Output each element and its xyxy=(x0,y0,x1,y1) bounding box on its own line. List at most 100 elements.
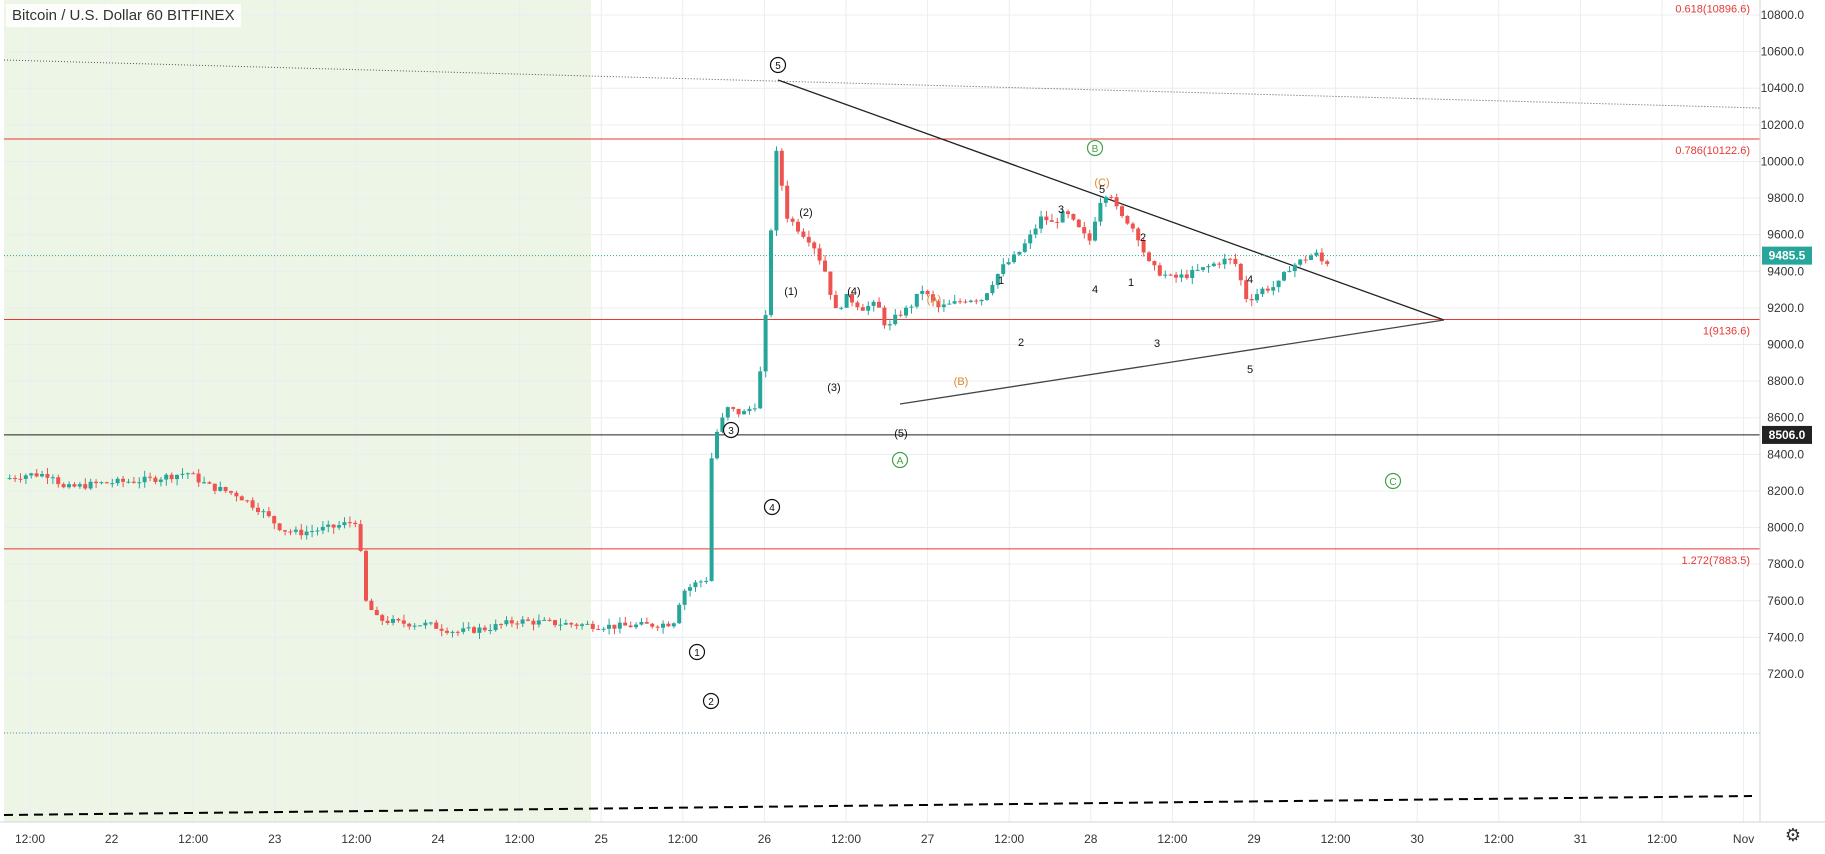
wave-orange-label: (A) xyxy=(927,294,942,306)
candle-body xyxy=(202,482,206,484)
candle-body xyxy=(574,624,579,626)
candle-body xyxy=(990,284,995,294)
candle-body xyxy=(266,511,271,517)
time-tick-label: 12:00 xyxy=(1157,832,1187,846)
time-axis[interactable]: 12:00 22 12:00 23 12:00 24 12:00 25 12:00 26 12:00… xyxy=(15,832,1754,846)
candle-body xyxy=(661,623,665,628)
wave-intermediate-label: (3) xyxy=(827,382,840,394)
candle-body xyxy=(1282,272,1286,281)
candle-body xyxy=(1179,274,1184,278)
fib-level-label: 0.786(10122.6) xyxy=(1675,145,1750,157)
candle-body xyxy=(720,417,725,432)
candle-body xyxy=(1157,265,1162,276)
candle-body xyxy=(277,523,282,531)
time-tick-label: 30 xyxy=(1411,832,1425,846)
candle-body xyxy=(450,631,455,633)
candle-body xyxy=(1184,274,1189,278)
price-tick-label: 10800.0 xyxy=(1761,8,1805,22)
wave-green-label-circle xyxy=(1086,139,1104,157)
candle-body xyxy=(1287,271,1292,273)
candle-body xyxy=(1012,254,1016,263)
candle-body xyxy=(542,619,547,621)
candle-body xyxy=(898,314,903,316)
wave-intermediate-label: (5) xyxy=(894,428,907,440)
candle-body xyxy=(293,529,298,532)
wave-orange-label: (B) xyxy=(954,376,969,388)
candle-body xyxy=(639,622,644,625)
candle-body xyxy=(99,482,104,484)
candle-body xyxy=(1120,206,1124,216)
candle-body xyxy=(288,531,293,533)
candles xyxy=(7,146,1330,640)
candle-body xyxy=(218,486,223,491)
wave-green-label-circle xyxy=(1384,472,1402,490)
candle-body xyxy=(693,582,698,588)
candle-body xyxy=(1309,255,1313,260)
candle-body xyxy=(1022,243,1027,252)
candle-body xyxy=(1163,274,1168,276)
candle-body xyxy=(736,408,741,415)
candle-body xyxy=(191,473,196,475)
candle-body xyxy=(1147,252,1151,262)
time-tick-label: 25 xyxy=(595,832,609,846)
time-tick-label: 12:00 xyxy=(1647,832,1677,846)
candle-body xyxy=(1033,228,1038,235)
candle-body xyxy=(715,431,719,459)
candle-body xyxy=(704,580,709,582)
candle-body xyxy=(531,620,536,625)
candle-body xyxy=(477,627,482,633)
price-tick-label: 9400.0 xyxy=(1767,264,1804,278)
price-axis[interactable]: 10800.0 10600.0 10400.0 10200.0 10000.0 9800.… xyxy=(1761,8,1805,681)
candle-body xyxy=(1044,216,1049,221)
candle-body xyxy=(682,590,687,605)
wave-intermediate-label: (1) xyxy=(784,286,797,298)
candle-body xyxy=(790,218,795,222)
candle-body xyxy=(1039,216,1043,229)
candle-body xyxy=(844,293,849,308)
wave-green-label-circle xyxy=(891,451,909,469)
candle-body xyxy=(974,300,979,302)
candle-body xyxy=(466,627,471,629)
candle-body xyxy=(1217,263,1222,265)
candle-body xyxy=(774,150,779,231)
candle-body xyxy=(148,476,152,478)
candle-body xyxy=(434,622,439,629)
candle-body xyxy=(256,507,260,513)
fib-level-label: 0.618(10896.6) xyxy=(1675,3,1750,15)
time-tick-label: 12:00 xyxy=(1484,832,1514,846)
candle-body xyxy=(1141,240,1146,253)
candle-body xyxy=(342,522,347,526)
candle-body xyxy=(877,301,881,308)
wave-minor-label: 4 xyxy=(1247,274,1253,286)
candle-body xyxy=(455,631,460,633)
candle-body xyxy=(364,550,368,601)
candle-body xyxy=(223,486,228,492)
chart-title: Bitcoin / U.S. Dollar 60 BITFINEX xyxy=(6,4,241,27)
candle-body xyxy=(110,483,115,485)
candle-body xyxy=(1249,298,1254,301)
candle-body xyxy=(963,301,968,303)
candle-body xyxy=(936,301,941,308)
candle-body xyxy=(131,481,136,483)
candle-body xyxy=(7,478,12,480)
candle-body xyxy=(607,624,611,629)
candle-body xyxy=(472,627,476,633)
candle-body xyxy=(558,624,563,626)
candle-body xyxy=(461,628,466,632)
candle-body xyxy=(374,610,379,616)
wave-minor-label: 1 xyxy=(1128,277,1134,289)
candle-body xyxy=(1222,258,1227,265)
candle-body xyxy=(677,604,682,624)
candle-body xyxy=(688,587,692,591)
candle-body xyxy=(428,622,433,624)
candle-body xyxy=(1001,264,1006,274)
candle-body xyxy=(142,476,147,483)
candle-body xyxy=(137,482,142,484)
settings-gear-icon[interactable]: ⚙ xyxy=(1784,825,1801,845)
candle-body xyxy=(34,473,39,477)
candle-body xyxy=(164,474,169,480)
candle-body xyxy=(1109,196,1114,198)
candle-body xyxy=(1006,262,1011,265)
level-price-tag: 8506.0 xyxy=(1769,428,1806,442)
